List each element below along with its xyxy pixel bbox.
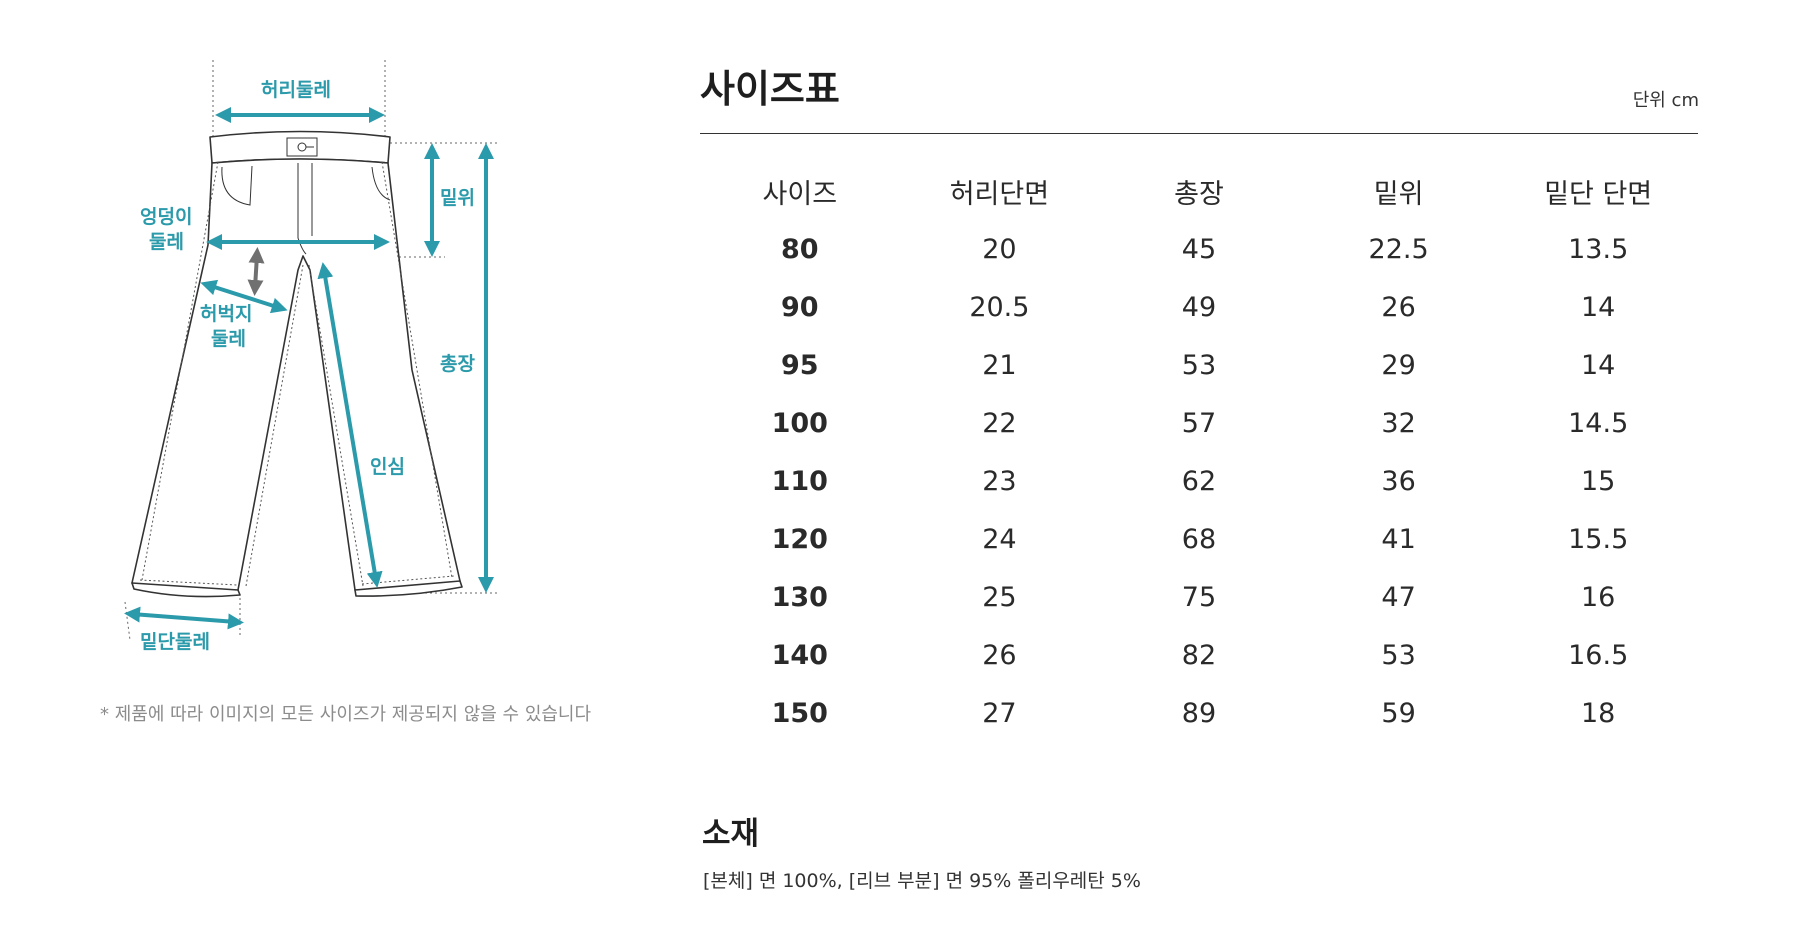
waist-cell: 27 <box>982 697 1017 729</box>
size-cell: 120 <box>771 523 828 555</box>
waist-cell: 20.5 <box>969 291 1030 323</box>
size-cell: 140 <box>771 639 828 671</box>
size-cell: 130 <box>771 581 828 613</box>
size-cell: 80 <box>781 233 819 265</box>
inseam-label: 인심 <box>370 456 405 478</box>
rise-label: 밑위 <box>440 187 475 209</box>
size-cell: 95 <box>781 349 819 381</box>
size-cell: 150 <box>771 697 828 729</box>
length-cell: 49 <box>1181 291 1217 323</box>
hem-cell: 16 <box>1581 581 1616 613</box>
rise-cell: 32 <box>1381 407 1416 439</box>
table-row: 100 22 57 32 14.5 <box>700 394 1698 452</box>
material-composition: [본체] 면 100%, [리브 부분] 면 95% 폴리우레탄 5% <box>703 870 1141 892</box>
length-cell: 89 <box>1181 697 1217 729</box>
length-cell: 62 <box>1181 465 1217 497</box>
column-header-size: 사이즈 <box>762 178 838 210</box>
column-header-length: 총장 <box>1174 178 1224 210</box>
length-cell: 75 <box>1181 581 1217 613</box>
length-label: 총장 <box>440 353 475 375</box>
waist-cell: 23 <box>982 465 1017 497</box>
length-cell: 57 <box>1181 407 1217 439</box>
waist-cell: 26 <box>982 639 1017 671</box>
table-row: 110 23 62 36 15 <box>700 452 1698 510</box>
title-divider <box>700 133 1698 134</box>
hem-cell: 18 <box>1581 697 1616 729</box>
hem-cell: 15.5 <box>1568 523 1629 555</box>
hip-label-line1: 엉덩이 <box>140 206 193 228</box>
waist-cell: 22 <box>982 407 1017 439</box>
table-row: 140 26 82 53 16.5 <box>700 626 1698 684</box>
hem-cell: 14 <box>1581 349 1616 381</box>
material-title: 소재 <box>702 816 760 852</box>
length-cell: 82 <box>1181 639 1217 671</box>
length-cell: 45 <box>1181 233 1217 265</box>
rise-cell: 26 <box>1381 291 1416 323</box>
hem-label: 밑단둘레 <box>140 631 210 653</box>
size-table: 사이즈 허리단면 총장 밑위 밑단 단면 80 20 45 22.5 13.5 … <box>700 162 1698 742</box>
table-row: 150 27 89 59 18 <box>700 684 1698 742</box>
column-header-hem: 밑단 단면 <box>1544 178 1653 210</box>
rise-cell: 29 <box>1381 349 1416 381</box>
size-cell: 110 <box>771 465 828 497</box>
table-row: 90 20.5 49 26 14 <box>700 278 1698 336</box>
hem-cell: 14 <box>1581 291 1616 323</box>
column-header-rise: 밑위 <box>1373 178 1424 210</box>
table-row: 95 21 53 29 14 <box>700 336 1698 394</box>
table-row: 120 24 68 41 15.5 <box>700 510 1698 568</box>
table-row: 80 20 45 22.5 13.5 <box>700 220 1698 278</box>
thigh-label-line2: 둘레 <box>211 328 246 350</box>
rise-cell: 22.5 <box>1368 233 1429 265</box>
rise-cell: 41 <box>1381 523 1416 555</box>
hem-cell: 16.5 <box>1568 639 1629 671</box>
hem-cell: 14.5 <box>1568 407 1629 439</box>
table-header-row: 사이즈 허리단면 총장 밑위 밑단 단면 <box>700 162 1698 220</box>
rise-cell: 53 <box>1381 639 1416 671</box>
unit-label: 단위 cm <box>1632 90 1699 111</box>
size-cell: 90 <box>781 291 819 323</box>
waist-cell: 20 <box>982 233 1017 265</box>
length-cell: 68 <box>1181 523 1217 555</box>
waist-cell: 25 <box>982 581 1017 613</box>
size-disclaimer-note: * 제품에 따라 이미지의 모든 사이즈가 제공되지 않을 수 있습니다 <box>100 704 592 725</box>
size-cell: 100 <box>771 407 828 439</box>
hem-cell: 13.5 <box>1568 233 1629 265</box>
table-row: 130 25 75 47 16 <box>700 568 1698 626</box>
rise-cell: 36 <box>1381 465 1416 497</box>
pants-illustration <box>124 60 500 641</box>
thigh-label-line1: 허벅지 <box>200 303 253 325</box>
pants-measurement-diagram: 허리둘레 밑위 엉덩이 둘레 허벅지 둘레 총장 인심 밑단둘레 <box>90 40 650 660</box>
rise-cell: 47 <box>1381 581 1416 613</box>
length-cell: 53 <box>1181 349 1217 381</box>
rise-cell: 59 <box>1381 697 1416 729</box>
size-chart-title: 사이즈표 <box>700 67 840 111</box>
hem-cell: 15 <box>1581 465 1616 497</box>
waist-label: 허리둘레 <box>261 79 331 101</box>
waist-cell: 21 <box>982 349 1017 381</box>
hip-label-line2: 둘레 <box>149 231 184 253</box>
column-header-waist: 허리단면 <box>949 178 1050 210</box>
waist-cell: 24 <box>982 523 1017 555</box>
